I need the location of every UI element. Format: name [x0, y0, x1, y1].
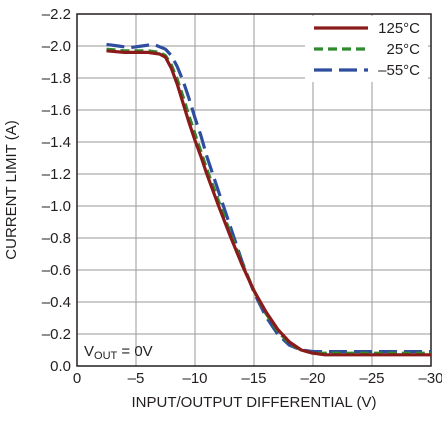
y-tick-label: –1.8: [42, 70, 71, 87]
y-tick-label: –0.6: [42, 262, 71, 279]
x-tick-label: –30: [418, 370, 442, 387]
legend-label-1: 25°C: [386, 41, 420, 58]
y-axis-label: CURRENT LIMIT (A): [3, 120, 20, 259]
series-line-1: [106, 47, 431, 355]
x-tick-label: –20: [300, 370, 325, 387]
vout-annotation-rest: = 0V: [117, 343, 152, 360]
x-tick-label: –25: [359, 370, 384, 387]
vout-annotation-sub: OUT: [94, 350, 118, 362]
x-tick-label: 0: [73, 370, 81, 387]
y-tick-label: –0.8: [42, 230, 71, 247]
y-tick-label: –2.0: [42, 38, 71, 55]
y-tick-label: –1.2: [42, 166, 71, 183]
series-line-0: [106, 49, 431, 357]
y-tick-label: –1.4: [42, 134, 71, 151]
y-tick-labels: 0.0 –0.2 –0.4 –0.6 –0.8 –1.0 –1.2 –1.4 –1.6 –1.8 –…: [42, 6, 71, 375]
x-tick-labels: 0 –5 –10 –15 –20 –25 –30: [73, 370, 442, 387]
x-axis-label: INPUT/OUTPUT DIFFERENTIAL (V): [131, 394, 376, 411]
x-tick-label: –5: [128, 370, 145, 387]
y-tick-label: –0.2: [42, 326, 71, 343]
legend-label-2: –55°C: [378, 62, 420, 79]
x-tick-label: –10: [182, 370, 207, 387]
y-tick-label: –0.4: [42, 294, 71, 311]
legend: 125°C 25°C –55°C: [305, 16, 428, 82]
legend-label-0: 125°C: [378, 20, 420, 37]
y-tick-label: 0.0: [50, 358, 71, 375]
vout-annotation-main: V: [84, 343, 94, 360]
y-tick-label: –1.0: [42, 198, 71, 215]
series-line-2: [106, 42, 431, 354]
data-series: [106, 42, 431, 357]
plot-frame: [76, 13, 432, 367]
y-tick-label: –1.6: [42, 102, 71, 119]
vout-annotation: VOUT = 0V: [84, 343, 153, 362]
x-tick-label: –15: [241, 370, 266, 387]
y-tick-label: –2.2: [42, 6, 71, 23]
